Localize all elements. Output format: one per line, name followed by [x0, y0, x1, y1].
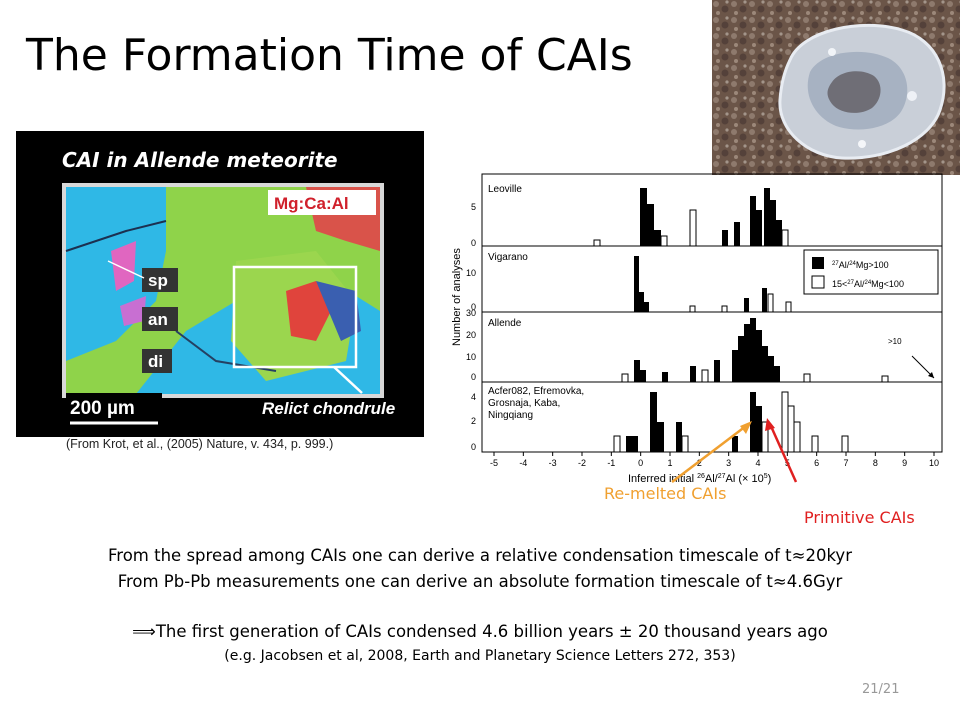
- implies-icon: ⟹: [132, 622, 156, 641]
- remelted-cais-label: Re-melted CAIs: [604, 484, 727, 503]
- legend-text: 15<: [832, 279, 847, 289]
- y-tick: 10: [466, 352, 476, 362]
- x-tick-label: -2: [578, 458, 586, 468]
- x-tick-label: -4: [519, 458, 527, 468]
- x-tick-label: 1: [667, 458, 672, 468]
- allende-bars: [621, 318, 889, 383]
- y-tick: 0: [471, 372, 476, 382]
- micrograph-legend: Mg:Ca:Al: [274, 194, 349, 213]
- vigarano-legend: 27Al/24Mg>100 15<27Al/24Mg<100: [803, 249, 939, 295]
- x-axis-ticks: -5 -4 -3 -2 -1 0 1 2 3 4 5 6 7 8 9 10: [490, 452, 939, 468]
- svg-text:15<27Al/24Mg<100: 15<27Al/24Mg<100: [832, 279, 904, 289]
- x-tick-label: 2: [697, 458, 702, 468]
- xlabel-sup: 26: [697, 473, 705, 480]
- x-tick-label: 10: [929, 458, 939, 468]
- histogram-ylabel: Number of analyses: [451, 248, 463, 346]
- xlabel-part: Al (× 10: [726, 473, 764, 485]
- x-tick-label: 8: [873, 458, 878, 468]
- vigarano-bars: [634, 256, 792, 313]
- legend-text: Mg>100: [856, 260, 889, 270]
- xlabel-sup: 27: [718, 473, 726, 480]
- panel-name-leoville: Leoville: [488, 184, 522, 195]
- y-tick: 0: [471, 442, 476, 452]
- legend-text: Mg<100: [871, 279, 904, 289]
- legend-text: Al/: [839, 260, 850, 270]
- panel-name-allende: Allende: [488, 318, 522, 329]
- x-tick-label: 5: [785, 458, 790, 468]
- x-tick-label: -3: [549, 458, 557, 468]
- legend-sup: 24: [864, 280, 871, 286]
- x-tick-label: 9: [902, 458, 907, 468]
- page-number: 21/21: [862, 682, 900, 697]
- x-tick-label: 7: [843, 458, 848, 468]
- al-mg-histogram: Leoville Vigarano Allende Acfer082, Efre…: [451, 173, 943, 485]
- relative-timescale-text: From the spread among CAIs one can deriv…: [108, 546, 852, 565]
- y-tick: 10: [466, 268, 476, 278]
- relict-chondrule-label: Relict chondrule: [262, 399, 395, 418]
- meteorite-photo: [712, 0, 960, 175]
- svg-text:27Al/24Mg>100: 27Al/24Mg>100: [832, 260, 889, 270]
- panel-name-acfer-line2: Grosnaja, Kaba,: [488, 398, 560, 409]
- leoville-bars: [593, 188, 789, 247]
- xlabel-sup: 5: [764, 473, 768, 480]
- mineral-label-sp: sp: [148, 271, 168, 290]
- x-tick-label: 3: [726, 458, 731, 468]
- absolute-timescale-text: From Pb-Pb measurements one can derive a…: [117, 572, 843, 591]
- micrograph-title: CAI in Allende meteorite: [62, 148, 338, 172]
- cai-micrograph: CAI in Allende meteorite Mg:Ca:Al sp an …: [16, 131, 424, 437]
- mineral-label-di: di: [148, 352, 163, 371]
- micrograph-caption: (From Krot, et al., (2005) Nature, v. 43…: [66, 437, 334, 451]
- conclusion-body: The first generation of CAIs condensed 4…: [155, 622, 828, 641]
- conclusion-text: ⟹The first generation of CAIs condensed …: [0, 622, 960, 641]
- x-tick-label: -5: [490, 458, 498, 468]
- xlabel-part: ): [768, 473, 772, 485]
- y-tick: 30: [466, 308, 476, 318]
- y-tick: 0: [471, 302, 476, 312]
- reference-text: (e.g. Jacobsen et al, 2008, Earth and Pl…: [224, 648, 736, 664]
- legend-sup: 24: [849, 261, 856, 267]
- x-tick-label: 4: [755, 458, 760, 468]
- x-tick-label: -1: [607, 458, 615, 468]
- legend-text: Al/: [854, 279, 865, 289]
- legend-sup: 27: [847, 280, 854, 286]
- x-tick-label: 0: [638, 458, 643, 468]
- x-tick-label: 6: [814, 458, 819, 468]
- annotation-gt10: >10: [888, 337, 902, 346]
- mineral-label-an: an: [148, 310, 168, 329]
- acfer-bars: [613, 391, 849, 453]
- panel-name-acfer-line3: Ningqiang: [488, 410, 533, 421]
- primitive-cais-label: Primitive CAIs: [804, 508, 915, 527]
- panel-name-acfer-line1: Acfer082, Efremovka,: [488, 386, 584, 397]
- legend-sup: 27: [832, 261, 839, 267]
- slide-title: The Formation Time of CAIs: [26, 30, 633, 81]
- y-tick: 2: [471, 416, 476, 426]
- scale-bar-label: 200 µm: [70, 398, 135, 419]
- y-tick: 5: [471, 202, 476, 212]
- y-tick: 20: [466, 330, 476, 340]
- y-tick: 4: [471, 392, 476, 402]
- y-tick: 0: [471, 238, 476, 248]
- panel-name-vigarano: Vigarano: [488, 252, 528, 263]
